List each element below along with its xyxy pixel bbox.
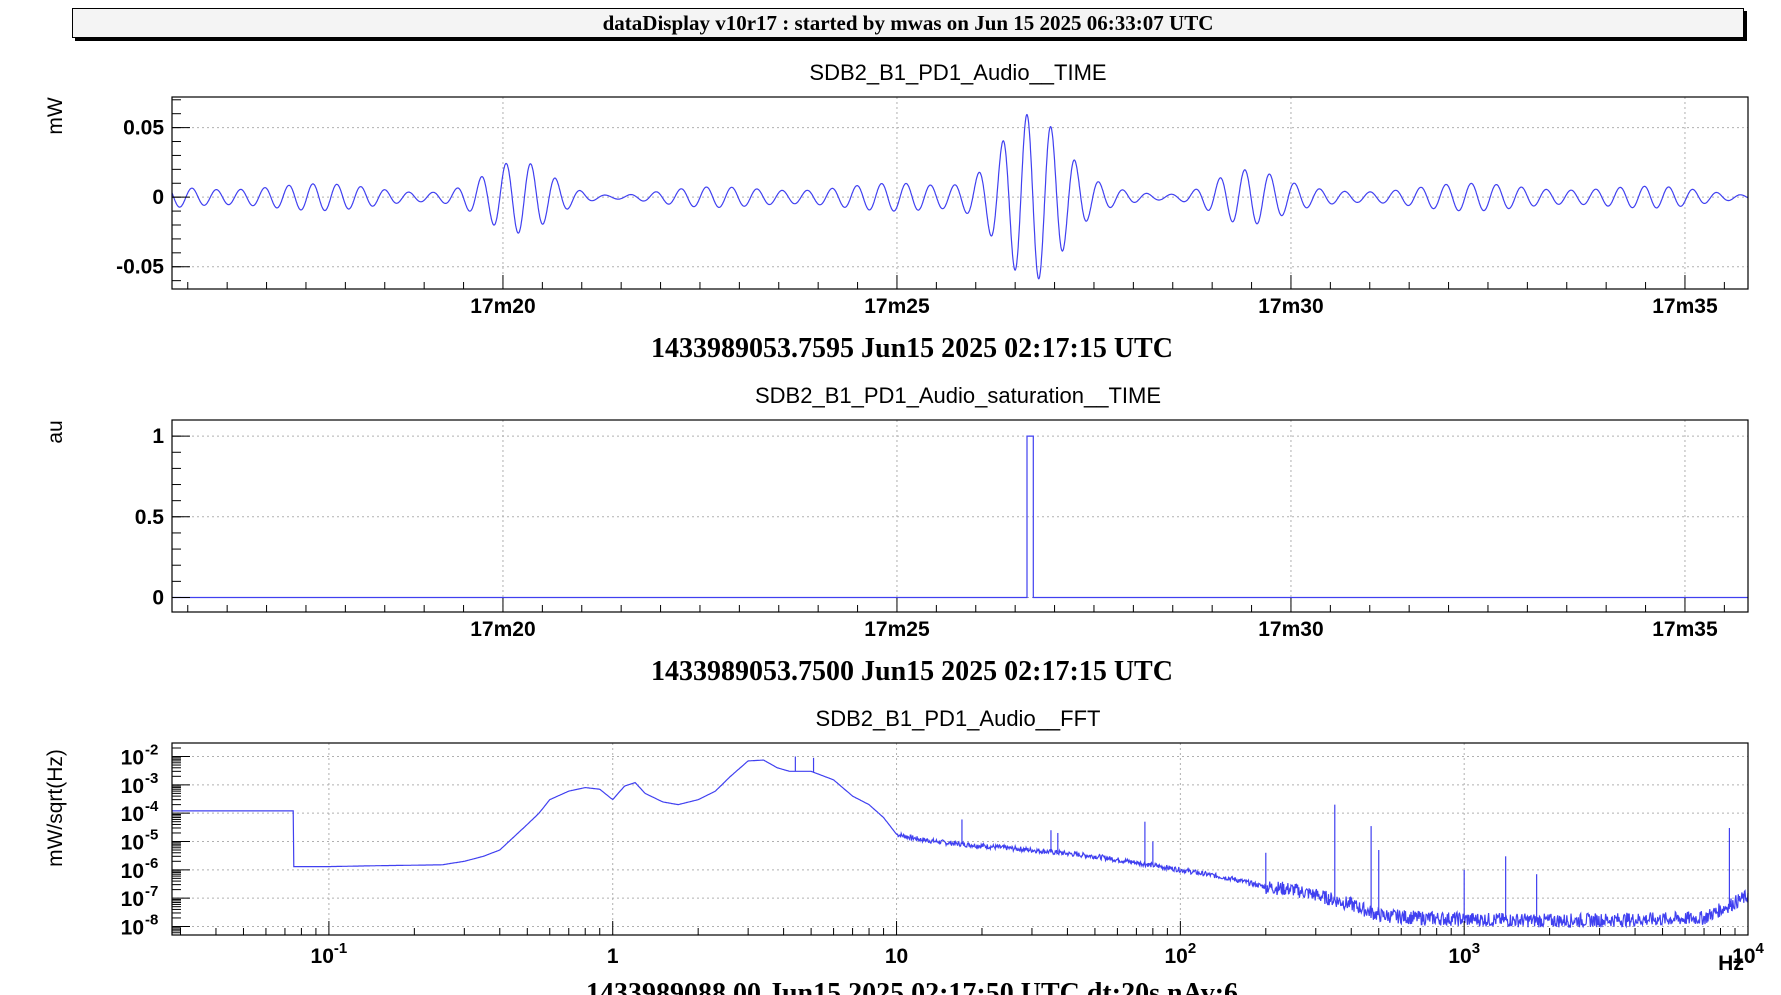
p3-ytick-label: 10-2 <box>121 742 159 770</box>
p3-ytick-label: 10-5 <box>121 826 159 854</box>
panel3-ylabel: mW/sqrt(Hz) <box>44 749 67 867</box>
p3-xtick-label: 104 <box>1732 940 1764 968</box>
panel1-xlabel: 1433989053.7595 Jun15 2025 02:17:15 UTC <box>651 333 1173 364</box>
p3-xtick-label: 10 <box>885 945 908 968</box>
p1-ytick-label: 0.05 <box>123 117 164 140</box>
panel2-trace <box>172 435 1748 599</box>
p3-ytick-label: 10-4 <box>121 798 159 826</box>
p3-ytick-label: 10-8 <box>121 911 159 939</box>
p1-xtick-label: 17m20 <box>470 295 535 318</box>
panel2-frame <box>171 419 1749 613</box>
panel3-title: SDB2_B1_PD1_Audio__FFT <box>816 706 1101 731</box>
panel3-trace <box>172 759 1749 929</box>
p2-xtick-label: 17m20 <box>470 618 535 641</box>
panel2-title: SDB2_B1_PD1_Audio_saturation__TIME <box>755 383 1161 408</box>
p2-ytick-label: 0.5 <box>135 506 165 529</box>
panel-audio-fft: SDB2_B1_PD1_Audio__FFT mW/sqrt(Hz) 10-1 1… <box>44 706 1765 995</box>
p2-ytick-label: 0 <box>152 586 164 609</box>
panel1-frame <box>171 96 1749 290</box>
panel2-ylabel: au <box>44 420 67 443</box>
p1-xtick-label: 17m35 <box>1652 295 1718 318</box>
panel1-ylabel: mW <box>44 97 67 134</box>
p1-ytick-label: -0.05 <box>116 256 164 279</box>
p2-xtick-label: 17m35 <box>1652 618 1718 641</box>
panel1-title: SDB2_B1_PD1_Audio__TIME <box>809 60 1106 85</box>
p1-xtick-label: 17m30 <box>1258 295 1323 318</box>
p3-xtick-label: 103 <box>1448 940 1480 968</box>
p2-ytick-label: 1 <box>152 425 164 448</box>
panel-saturation-time: SDB2_B1_PD1_Audio_saturation__TIME au 17… <box>44 383 1749 687</box>
p3-xtick-label: 102 <box>1165 940 1197 968</box>
panel1-trace <box>171 113 1749 280</box>
panel3-x-unit: Hz <box>1718 952 1744 975</box>
p3-ytick-label: 10-3 <box>121 770 159 798</box>
p1-ytick-label: 0 <box>152 186 164 209</box>
p3-xtick-label: 1 <box>607 945 619 968</box>
p3-ytick-label: 10-7 <box>121 883 159 911</box>
panel3-frame <box>171 742 1749 936</box>
p2-xtick-label: 17m30 <box>1258 618 1323 641</box>
panel-audio-time: SDB2_B1_PD1_Audio__TIME mW 17m20 17m25 17m… <box>44 60 1749 364</box>
p3-xtick-label: 10-1 <box>311 940 348 968</box>
p3-ytick-label: 10-6 <box>121 855 159 883</box>
p2-xtick-label: 17m25 <box>864 618 930 641</box>
header-title: dataDisplay v10r17 : started by mwas on … <box>602 11 1214 35</box>
panel2-xlabel: 1433989053.7500 Jun15 2025 02:17:15 UTC <box>651 656 1173 687</box>
p1-xtick-label: 17m25 <box>864 295 930 318</box>
header-title-bar: dataDisplay v10r17 : started by mwas on … <box>72 8 1744 38</box>
panel3-xlabel: 1433989088.00 Jun15 2025 02:17:50 UTC dt… <box>586 978 1238 995</box>
